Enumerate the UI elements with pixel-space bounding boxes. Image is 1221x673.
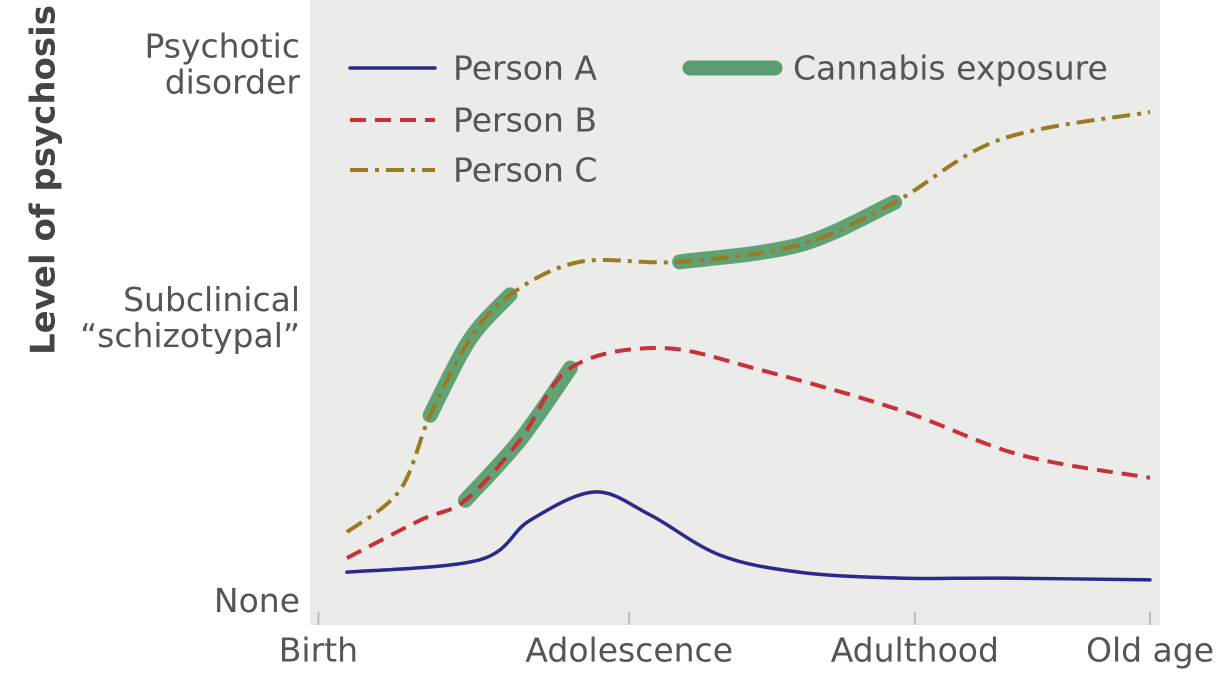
legend-label: Person B (453, 101, 597, 140)
x-tick-label: Adolescence (525, 631, 733, 670)
x-tick-label: Old age (1086, 631, 1214, 670)
y-tick-label: None (214, 581, 300, 620)
y-axis-label: Level of psychosis (24, 5, 64, 355)
series-line (345, 110, 1151, 534)
legend-label: Person C (453, 151, 597, 190)
y-tick-label: Psychotic disorder (144, 26, 300, 101)
y-tick-label: Subclinical “schizotypal” (80, 280, 300, 355)
x-tick-label: Adulthood (831, 631, 999, 670)
series-line (346, 346, 1151, 560)
legend-label: Cannabis exposure (793, 49, 1108, 88)
legend: Cannabis exposure Person A Person B Person … (348, 49, 1108, 190)
plot-background (310, 0, 1160, 625)
legend-label: Person A (453, 49, 597, 88)
x-tick-label: Birth (279, 631, 358, 670)
series-line (345, 490, 1152, 582)
